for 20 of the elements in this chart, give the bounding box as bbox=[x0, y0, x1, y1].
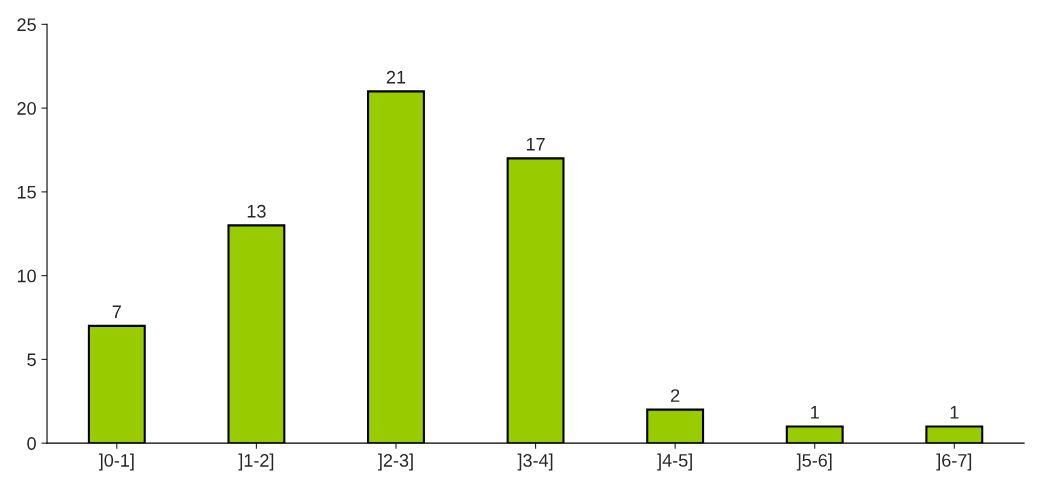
y-tick-label: 5 bbox=[27, 353, 36, 367]
x-tick-label: ]1-2] bbox=[238, 453, 274, 471]
y-tick-label: 10 bbox=[17, 269, 36, 283]
x-tick-label: ]0-1] bbox=[98, 453, 134, 471]
x-tick-label: ]2-3] bbox=[378, 453, 413, 471]
data-label: 13 bbox=[247, 204, 266, 218]
y-tick-label: 15 bbox=[17, 186, 36, 199]
data-label: 17 bbox=[526, 138, 545, 151]
data-label: 1 bbox=[950, 406, 959, 419]
y-tick-label: 25 bbox=[17, 18, 36, 32]
data-label: 2 bbox=[671, 389, 680, 402]
y-tick-label: 0 bbox=[27, 437, 36, 450]
data-label: 1 bbox=[811, 406, 819, 419]
x-tick-label: ]6-7] bbox=[936, 453, 972, 471]
y-tick-label: 20 bbox=[17, 102, 36, 115]
x-tick-label: ]3-4] bbox=[517, 453, 553, 471]
data-label: 21 bbox=[386, 70, 406, 84]
data-label: 7 bbox=[112, 305, 121, 318]
x-tick-label: ]4-5] bbox=[657, 453, 692, 471]
x-tick-label: ]5-6] bbox=[796, 453, 832, 471]
